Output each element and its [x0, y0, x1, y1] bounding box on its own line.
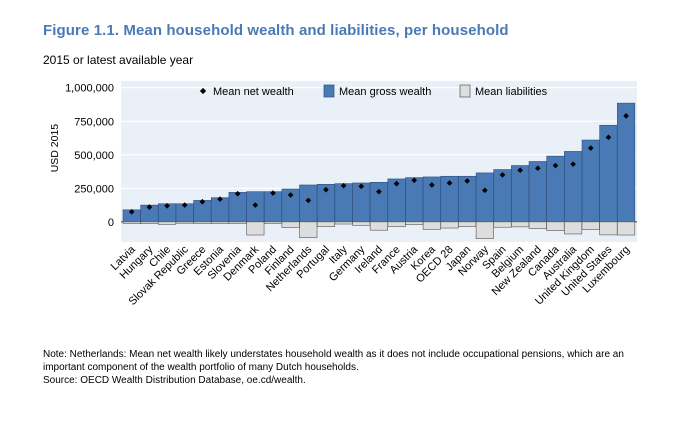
marker-net-wealth: [287, 192, 294, 198]
marker-net-wealth: [534, 165, 541, 172]
bar-liabilities: [281, 221, 300, 228]
bar-liabilities: [210, 221, 230, 224]
marker-net-wealth: [358, 183, 365, 190]
chart-note: Note: Netherlands: Mean net wealth likel…: [43, 349, 624, 373]
bar-liabilities: [528, 221, 547, 229]
bar-liabilities: [299, 221, 318, 239]
bar-gross-wealth: [369, 181, 388, 223]
bar-liabilities: [599, 221, 618, 236]
bar-liabilities: [564, 221, 583, 235]
marker-net-wealth: [605, 134, 612, 141]
marker-net-wealth: [393, 180, 400, 187]
bar-liabilities: [387, 221, 406, 228]
bar-liabilities: [122, 221, 141, 224]
marker-net-wealth: [376, 188, 382, 195]
household-wealth-chart: Mean net wealth Mean gross wealth Mean lia…: [49, 81, 637, 308]
marker-net-wealth: [252, 202, 259, 208]
marker-net-wealth: [499, 172, 506, 178]
bar-gross-wealth: [299, 184, 318, 223]
marker-net-wealth: [128, 208, 135, 215]
chart-subtitle: 2015 or latest available year: [43, 53, 194, 67]
y-tick-label: 1,000,000: [65, 83, 114, 95]
chart-source: Source: OECD Wealth Distribution Databas…: [43, 375, 306, 386]
marker-net-wealth: [517, 167, 523, 174]
bar-liabilities: [369, 221, 388, 231]
marker-net-wealth: [234, 190, 241, 197]
bar-gross-wealth: [334, 183, 353, 223]
bar-liabilities: [175, 221, 194, 224]
marker-net-wealth: [482, 187, 488, 194]
bar-gross-wealth: [405, 177, 424, 223]
bar-liabilities: [334, 221, 353, 225]
bar-liabilities: [228, 221, 247, 224]
legend-liabilities-swatch: [459, 84, 471, 98]
marker-net-wealth: [570, 161, 576, 168]
marker-net-wealth: [623, 113, 629, 119]
y-tick-label: 750,000: [74, 116, 114, 128]
bar-liabilities: [158, 221, 177, 225]
marker-net-wealth: [181, 202, 188, 208]
bar-liabilities: [493, 221, 512, 228]
marker-net-wealth: [146, 204, 153, 210]
bar-liabilities: [316, 221, 335, 228]
bar-liabilities: [263, 221, 283, 224]
bar-liabilities: [581, 221, 600, 230]
marker-net-wealth: [270, 190, 276, 196]
bar-liabilities: [617, 221, 636, 236]
marker-net-wealth: [217, 196, 223, 202]
bar-liabilities: [440, 221, 459, 229]
marker-net-wealth: [552, 162, 559, 169]
bar-gross-wealth: [475, 172, 494, 223]
y-axis-label: USD 2015: [49, 124, 61, 173]
bar-liabilities: [246, 221, 265, 236]
legend-gross-wealth-swatch: [323, 84, 335, 98]
marker-net-wealth: [340, 182, 347, 189]
bar-liabilities: [405, 221, 424, 225]
bar-gross-wealth: [581, 139, 600, 223]
legend-net-wealth-marker: [199, 87, 207, 95]
marker-net-wealth: [323, 186, 329, 193]
y-tick-label: 250,000: [74, 183, 114, 195]
marker-net-wealth: [411, 177, 418, 184]
y-tick-label: 500,000: [74, 150, 114, 162]
legend-liabilities-label: Mean liabilities: [475, 86, 548, 98]
bar-liabilities: [475, 221, 494, 239]
bar-gross-wealth: [263, 191, 283, 223]
chart-title: Figure 1.1. Mean household wealth and li…: [43, 22, 509, 39]
y-tick-label: 0: [108, 217, 114, 229]
bar-liabilities: [422, 221, 441, 230]
marker-net-wealth: [429, 182, 435, 188]
bar-liabilities: [193, 221, 212, 224]
bar-liabilities: [546, 221, 565, 231]
marker-net-wealth: [587, 145, 594, 151]
bar-gross-wealth: [228, 192, 247, 223]
bar-liabilities: [458, 221, 477, 228]
marker-net-wealth: [464, 178, 471, 184]
legend-gross-wealth-label: Mean gross wealth: [339, 86, 431, 98]
legend-net-wealth-label: Mean net wealth: [213, 86, 294, 98]
marker-net-wealth: [199, 198, 206, 205]
bar-liabilities: [140, 221, 159, 224]
marker-net-wealth: [164, 202, 170, 209]
marker-net-wealth: [446, 180, 453, 186]
bar-liabilities: [352, 221, 371, 226]
marker-net-wealth: [305, 197, 312, 204]
bar-gross-wealth: [617, 102, 636, 223]
bar-gross-wealth: [511, 165, 530, 223]
bar-liabilities: [511, 221, 530, 228]
